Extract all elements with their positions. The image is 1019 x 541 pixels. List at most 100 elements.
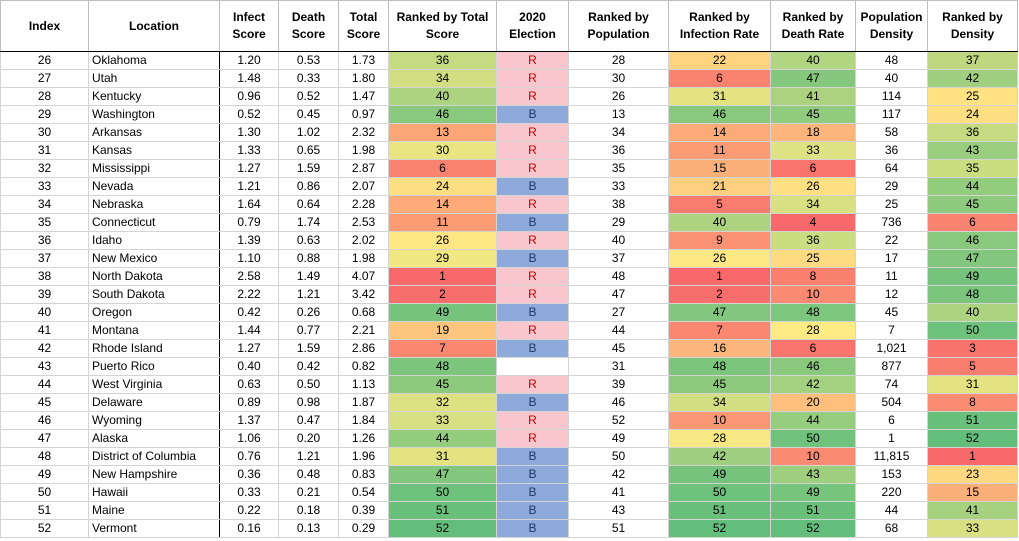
table-cell: 1.27 xyxy=(219,339,279,358)
table-cell: 1.96 xyxy=(338,447,389,466)
table-cell: 47 xyxy=(668,303,771,322)
table-cell: 36 xyxy=(0,231,89,250)
table-cell: 0.77 xyxy=(278,321,339,340)
table-cell: 35 xyxy=(927,159,1018,178)
table-cell: 42 xyxy=(668,447,771,466)
table-cell: 0.79 xyxy=(219,213,279,232)
table-row: 47 Alaska 1.06 0.20 1.26 44 R 49 28 50 1 52 xyxy=(0,429,1018,448)
table-row: 29 Washington 0.52 0.45 0.97 46 B 13 46 45 117 24 xyxy=(0,105,1018,124)
table-cell: 46 xyxy=(927,231,1018,250)
location-cell: Rhode Island xyxy=(88,339,220,358)
table-cell: 45 xyxy=(668,375,771,394)
table-cell: 4.07 xyxy=(338,267,389,286)
table-cell: 36 xyxy=(855,141,928,160)
table-cell: 44 xyxy=(855,501,928,520)
table-cell: 49 xyxy=(388,303,497,322)
table-cell: B xyxy=(496,249,569,268)
table-cell: 15 xyxy=(927,483,1018,502)
table-cell: 45 xyxy=(927,195,1018,214)
table-cell: 2.58 xyxy=(219,267,279,286)
table-cell: 41 xyxy=(0,321,89,340)
table-cell: 12 xyxy=(855,285,928,304)
table-row: 39 South Dakota 2.22 1.21 3.42 2 R 47 2 10 12 48 xyxy=(0,285,1018,304)
table-cell: 0.13 xyxy=(278,519,339,538)
table-cell: 45 xyxy=(0,393,89,412)
table-cell: 7 xyxy=(855,321,928,340)
location-cell: Oklahoma xyxy=(88,51,220,70)
table-cell: 43 xyxy=(927,141,1018,160)
table-cell: 1.21 xyxy=(278,285,339,304)
column-header: Location xyxy=(88,0,220,52)
table-cell: R xyxy=(496,141,569,160)
table-cell: 32 xyxy=(388,393,497,412)
table-cell: B xyxy=(496,105,569,124)
table-cell: 41 xyxy=(568,483,669,502)
table-row: 44 West Virginia 0.63 0.50 1.13 45 R 39 45 42 74 31 xyxy=(0,375,1018,394)
table-cell: 33 xyxy=(568,177,669,196)
table-cell: 27 xyxy=(568,303,669,322)
location-cell: Hawaii xyxy=(88,483,220,502)
table-cell: 23 xyxy=(927,465,1018,484)
table-cell: B xyxy=(496,303,569,322)
table-cell: 28 xyxy=(668,429,771,448)
table-cell: 1.59 xyxy=(278,339,339,358)
table-cell: 1.21 xyxy=(278,447,339,466)
table-cell: 51 xyxy=(668,501,771,520)
table-cell: 8 xyxy=(927,393,1018,412)
table-cell: B xyxy=(496,483,569,502)
table-cell: 18 xyxy=(770,123,856,142)
table-row: 45 Delaware 0.89 0.98 1.87 32 B 46 34 20 504 8 xyxy=(0,393,1018,412)
table-cell: 44 xyxy=(770,411,856,430)
table-cell: 0.40 xyxy=(219,357,279,376)
table-cell: 40 xyxy=(855,69,928,88)
table-row: 41 Montana 1.44 0.77 2.21 19 R 44 7 28 7 50 xyxy=(0,321,1018,340)
table-cell: 52 xyxy=(0,519,89,538)
table-cell: 31 xyxy=(568,357,669,376)
column-header: Ranked by Population xyxy=(568,0,669,52)
table-cell: 31 xyxy=(927,375,1018,394)
table-cell: 1.48 xyxy=(219,69,279,88)
table-cell: 1.98 xyxy=(338,249,389,268)
table-row: 33 Nevada 1.21 0.86 2.07 24 B 33 21 26 29 44 xyxy=(0,177,1018,196)
table-cell: 26 xyxy=(668,249,771,268)
table-cell: 8 xyxy=(770,267,856,286)
table-cell: 36 xyxy=(927,123,1018,142)
table-cell: 1.98 xyxy=(338,141,389,160)
table-cell: B xyxy=(496,339,569,358)
table-cell: 48 xyxy=(568,267,669,286)
table-cell: 0.22 xyxy=(219,501,279,520)
table-cell: 0.45 xyxy=(278,105,339,124)
table-cell: 27 xyxy=(0,69,89,88)
table-cell: 2 xyxy=(668,285,771,304)
table-cell: 49 xyxy=(568,429,669,448)
table-cell: 11 xyxy=(855,267,928,286)
table-cell: 25 xyxy=(855,195,928,214)
table-cell: 1.21 xyxy=(219,177,279,196)
table-cell: 48 xyxy=(0,447,89,466)
table-cell: 1.06 xyxy=(219,429,279,448)
table-cell: 2.32 xyxy=(338,123,389,142)
table-cell: R xyxy=(496,285,569,304)
table-cell: 31 xyxy=(388,447,497,466)
table-cell: 29 xyxy=(388,249,497,268)
table-cell: 3.42 xyxy=(338,285,389,304)
table-cell: 30 xyxy=(568,69,669,88)
location-cell: Puerto Rico xyxy=(88,357,220,376)
table-cell: 114 xyxy=(855,87,928,106)
table-cell: 42 xyxy=(770,375,856,394)
table-cell: R xyxy=(496,231,569,250)
table-cell: R xyxy=(496,267,569,286)
table-cell: 1.74 xyxy=(278,213,339,232)
table-cell: 1.47 xyxy=(338,87,389,106)
column-header: Ranked by Death Rate xyxy=(770,0,856,52)
table-cell: R xyxy=(496,429,569,448)
table-cell: 74 xyxy=(855,375,928,394)
table-cell: 51 xyxy=(388,501,497,520)
table-cell: 0.97 xyxy=(338,105,389,124)
table-row: 35 Connecticut 0.79 1.74 2.53 11 B 29 40 4 736 6 xyxy=(0,213,1018,232)
table-cell: 29 xyxy=(568,213,669,232)
header-row: Index Location Infect Score Death Score Tota… xyxy=(0,0,1018,52)
table-cell: 1.10 xyxy=(219,249,279,268)
